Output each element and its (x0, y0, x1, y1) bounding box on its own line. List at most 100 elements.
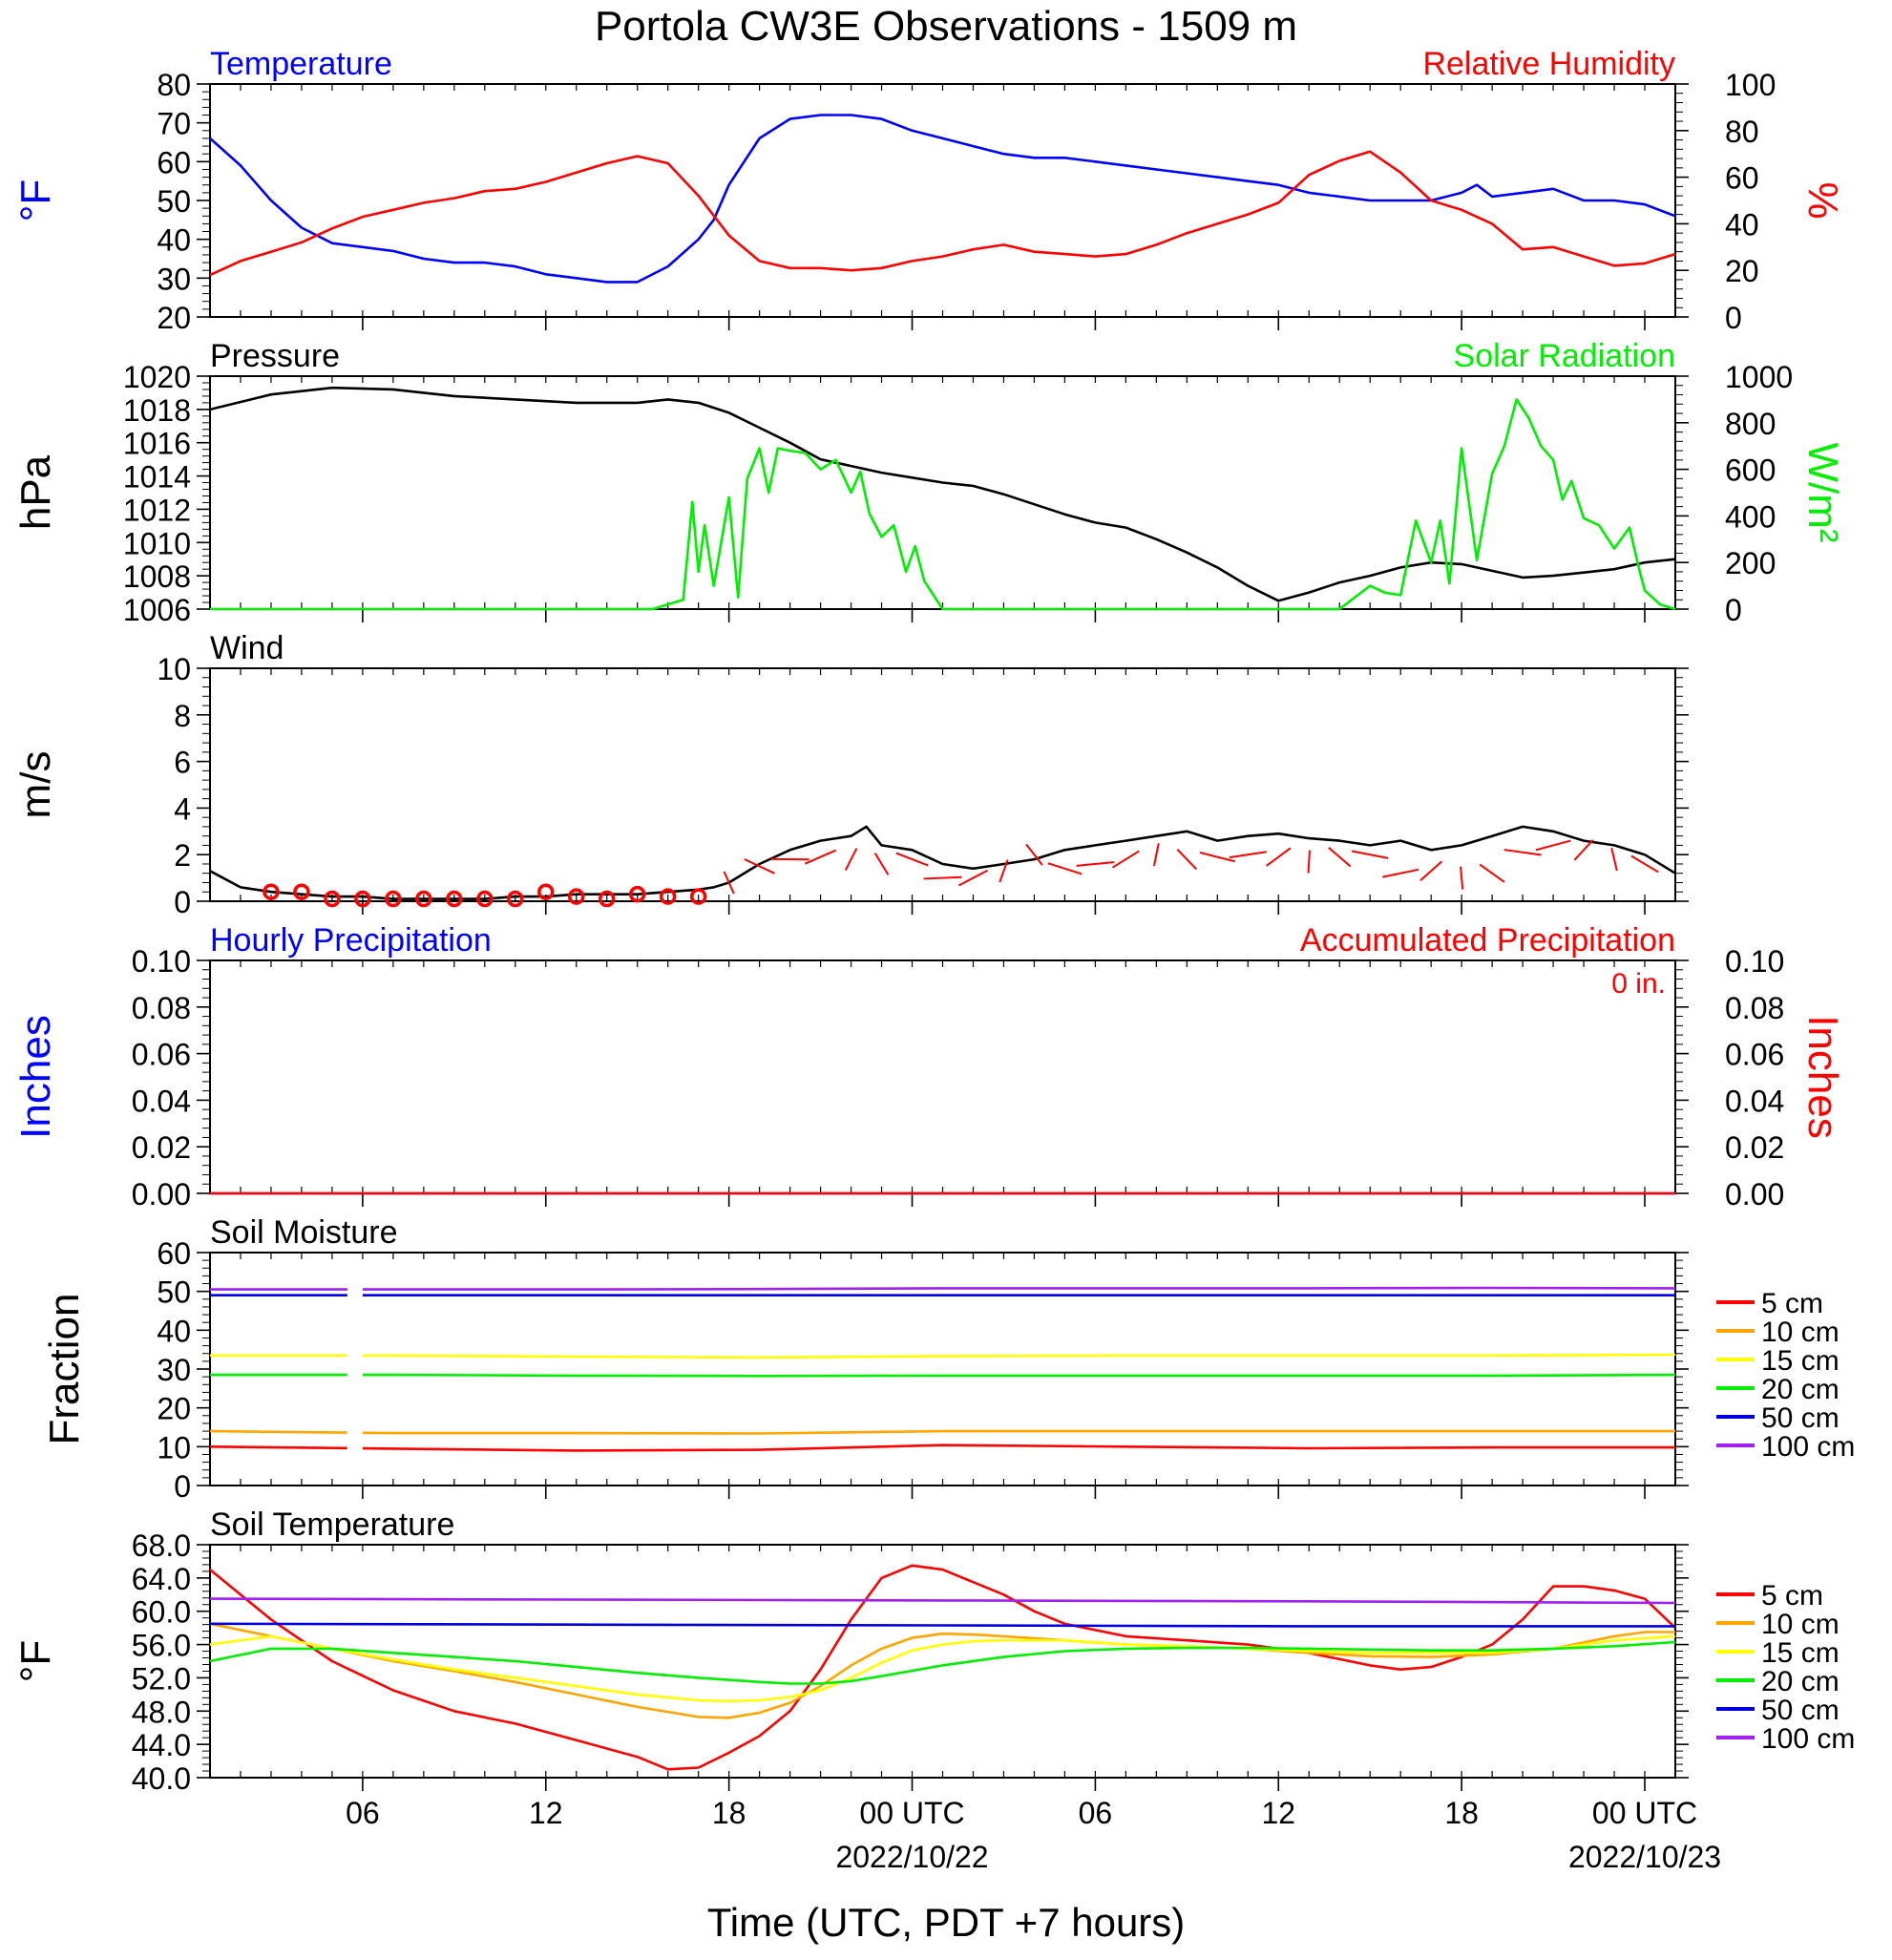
wind-barb (723, 871, 735, 895)
y-tick-label-left: 6 (174, 746, 191, 780)
panel-title-left: Soil Temperature (210, 1507, 454, 1543)
series-line-solar-radiation (210, 398, 1676, 611)
legend-label: 10 cm (1761, 1609, 1839, 1640)
y-axis-label-left: °F (12, 179, 59, 221)
legend-label: 50 cm (1761, 1402, 1839, 1434)
y-tick-label-left: 56.0 (132, 1629, 191, 1663)
wind-calm-marker (324, 890, 341, 908)
y-tick-label-right: 0.02 (1725, 1130, 1784, 1165)
x-tick-label: 06 (1079, 1796, 1113, 1830)
panel-wind: 0 2 4 6 8 10 Wind m/s (12, 630, 1689, 919)
panel-title-right: Solar Radiation (1454, 338, 1675, 374)
legend-label: 20 cm (1761, 1666, 1839, 1697)
plot-frame (209, 83, 1676, 318)
wind-barb (1630, 854, 1659, 874)
y-tick-label-left: 60.0 (132, 1595, 191, 1630)
y-tick-label-left: 10 (157, 652, 191, 686)
y-tick-label-left: 8 (174, 699, 191, 733)
y-tick-label-left: 80 (157, 68, 191, 102)
y-tick-label-right: 600 (1725, 453, 1776, 488)
y-axis-label-right: % (1799, 181, 1846, 219)
legend-label: 50 cm (1761, 1695, 1839, 1726)
y-tick-label-left: 60 (157, 1236, 191, 1271)
y-tick-label-left: 0.04 (132, 1084, 191, 1118)
series-line-relative-humidity (209, 150, 1676, 277)
y-tick-label-left: 1006 (123, 593, 191, 627)
wind-barb (1025, 843, 1043, 866)
y-tick-label-left: 0 (174, 885, 191, 919)
x-tick-label: 18 (712, 1796, 746, 1830)
wind-barb (1610, 847, 1618, 872)
y-axis-label-left: Fraction (41, 1294, 88, 1445)
y-tick-label-left: 1010 (123, 526, 191, 560)
y-tick-label-left: 20 (157, 301, 191, 335)
y-tick-label-left: 0.10 (132, 944, 191, 979)
y-tick-label-right: 200 (1725, 546, 1776, 580)
y-tick-label-left: 50 (157, 184, 191, 219)
series-line-100-cm (210, 1286, 1676, 1291)
wind-barb (1076, 861, 1115, 867)
wind-barb (1573, 839, 1594, 861)
wind-calm-marker (446, 890, 463, 908)
y-tick-label-left: 68.0 (132, 1528, 191, 1563)
legend-label: 5 cm (1761, 1580, 1823, 1612)
y-tick-label-right: 0.08 (1725, 991, 1784, 1025)
x-tick-date: 2022/10/23 (1568, 1840, 1721, 1874)
series-line-5-cm (209, 1444, 1675, 1452)
wind-barb (1328, 847, 1352, 868)
y-tick-label-left: 60 (157, 145, 191, 179)
y-tick-label-left: 2 (174, 838, 191, 873)
wind-barb (1382, 868, 1419, 878)
series-line-10-cm (209, 1622, 1675, 1719)
y-tick-label-right: 800 (1725, 407, 1776, 441)
wind-barb (1199, 851, 1235, 863)
y-tick-label-left: 10 (157, 1430, 191, 1465)
y-tick-label-left: 1016 (123, 427, 191, 461)
series-line-temperature (209, 114, 1676, 284)
legend-label: 15 cm (1761, 1345, 1839, 1377)
series-line-20-cm (210, 1373, 1676, 1378)
wind-calm-marker (659, 888, 677, 905)
x-axis-label: Time (UTC, PDT +7 hours) (707, 1900, 1186, 1945)
legend-label: 10 cm (1761, 1317, 1839, 1348)
legend-label: 5 cm (1761, 1288, 1823, 1319)
wind-barb (1503, 849, 1542, 856)
x-tick-label: 00 UTC (1592, 1796, 1697, 1830)
series-line-10-cm (209, 1429, 1675, 1435)
y-tick-label-right: 20 (1725, 254, 1759, 288)
y-tick-label-left: 0.06 (132, 1038, 191, 1072)
chart-title: Portola CW3E Observations - 1509 m (595, 3, 1297, 50)
y-tick-label-left: 20 (157, 1392, 191, 1426)
panel-soil_temp: 40.044.048.052.056.060.064.068.0 Soil Tem… (12, 1507, 1855, 1796)
series-line-100-cm (209, 1597, 1676, 1605)
wind-calm-marker (689, 888, 707, 905)
wind-calm-marker (537, 883, 555, 900)
y-tick-label-left: 0 (174, 1469, 191, 1504)
x-tick-label: 06 (346, 1796, 380, 1830)
y-tick-label-right: 40 (1725, 207, 1759, 242)
y-tick-label-left: 40.0 (132, 1761, 191, 1796)
y-tick-label-left: 0.08 (132, 991, 191, 1025)
plot-frame (209, 375, 1676, 610)
panel-title-right: Accumulated Precipitation (1300, 922, 1675, 959)
wind-calm-marker (598, 890, 616, 908)
wind-calm-marker (263, 883, 280, 900)
y-tick-label-right: 1000 (1725, 360, 1793, 394)
legend-label: 15 cm (1761, 1637, 1839, 1669)
wind-barb (895, 852, 929, 867)
wind-barb (957, 869, 989, 887)
precip-total-annotation: 0 in. (1611, 968, 1666, 1000)
wind-barb (1419, 860, 1443, 881)
legend-label: 100 cm (1761, 1431, 1855, 1463)
wind-calm-marker (354, 890, 371, 908)
wind-barb (1047, 862, 1083, 875)
legend-label: 100 cm (1761, 1723, 1855, 1755)
y-axis-label-left: m/s (12, 751, 59, 819)
panel-title-left: Soil Moisture (210, 1214, 398, 1251)
wind-barb (844, 848, 858, 872)
y-tick-label-left: 1012 (123, 493, 191, 527)
wind-barb (1229, 851, 1267, 859)
wind-barb (805, 849, 837, 865)
